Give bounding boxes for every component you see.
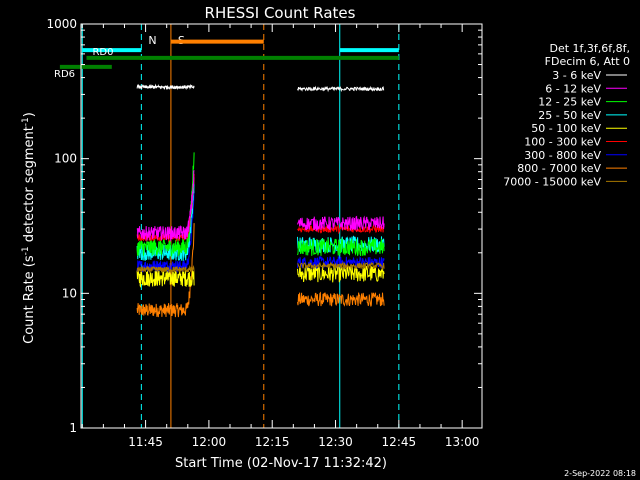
y-axis-label-end: ) bbox=[22, 112, 37, 117]
series-50-100-kev-segment-2 bbox=[297, 264, 385, 283]
legend-label-3-6-kev: 3 - 6 keV bbox=[552, 69, 601, 82]
series-800-7000-kev-segment-1 bbox=[136, 223, 195, 318]
legend-label-7000-15000-kev: 7000 - 15000 keV bbox=[503, 175, 601, 188]
series-6-12-kev-segment-2 bbox=[297, 215, 385, 233]
y-axis-label-main: Count Rate (s bbox=[22, 255, 37, 344]
x-axis-label: Start Time (02-Nov-17 11:32:42) bbox=[175, 456, 387, 471]
y-tick-label-10: 10 bbox=[62, 286, 77, 300]
series-7000-15000-kev-segment-1 bbox=[136, 264, 195, 273]
status-bar-label-rd6: RD6 bbox=[54, 69, 75, 80]
legend-label-6-12-kev: 6 - 12 keV bbox=[545, 82, 601, 95]
series-50-100-kev-segment-1 bbox=[136, 269, 195, 289]
legend-label-300-800-kev: 300 - 800 keV bbox=[524, 149, 601, 162]
y-axis-label-middle: detector segment bbox=[22, 126, 37, 246]
series-3-6-kev-segment-2 bbox=[297, 85, 385, 93]
status-bar-label-rd0: RD0 bbox=[92, 47, 113, 58]
legend-label-800-7000-kev: 800 - 7000 keV bbox=[517, 162, 601, 175]
chart-title: RHESSI Count Rates bbox=[205, 4, 356, 22]
series-800-7000-kev-segment-2 bbox=[297, 291, 385, 307]
y-axis-label-exponent-2: -1 bbox=[21, 117, 31, 126]
series-100-300-kev-segment-2 bbox=[297, 223, 385, 235]
x-tick-label-12-15: 12:15 bbox=[255, 435, 290, 449]
series-3-6-kev-segment-1 bbox=[136, 83, 195, 91]
series-7000-15000-kev-segment-2 bbox=[297, 261, 385, 271]
y-axis-label-exponent-1: -1 bbox=[21, 246, 31, 255]
series-12-25-kev-segment-1 bbox=[136, 152, 195, 257]
series-300-800-kev-segment-2 bbox=[297, 256, 385, 270]
generation-timestamp: 2-Sep-2022 08:18 bbox=[564, 469, 636, 478]
legend-header-1: Det 1f,3f,6f,8f, bbox=[549, 42, 630, 55]
series-6-12-kev-segment-1 bbox=[136, 170, 195, 243]
plot-area: NSRD0RD6 bbox=[54, 24, 400, 428]
x-tick-label-12-45: 12:45 bbox=[382, 435, 417, 449]
y-axis-label: Count Rate (s-1 detector segment-1) bbox=[21, 112, 37, 344]
legend: Det 1f,3f,6f,8f, FDecim 6, Att 0 3 - 6 k… bbox=[503, 42, 630, 188]
x-tick-label-13-00: 13:00 bbox=[445, 435, 480, 449]
series-12-25-kev-segment-2 bbox=[297, 237, 385, 257]
x-tick-label-12-00: 12:00 bbox=[192, 435, 227, 449]
vline-label-n: N bbox=[148, 34, 156, 47]
legend-label-50-100-kev: 50 - 100 keV bbox=[531, 122, 601, 135]
plot-frame bbox=[80, 23, 483, 429]
x-tick-label-12-30: 12:30 bbox=[318, 435, 353, 449]
x-axis: 11:45 12:00 12:15 12:30 12:45 13:00 bbox=[81, 24, 480, 449]
y-tick-label-1000: 1000 bbox=[46, 17, 77, 31]
y-tick-label-1: 1 bbox=[69, 421, 77, 435]
legend-header-2: FDecim 6, Att 0 bbox=[545, 55, 630, 68]
x-tick-label-11-45: 11:45 bbox=[128, 435, 163, 449]
y-axis: 1 10 100 1000 bbox=[46, 17, 482, 435]
legend-label-12-25-kev: 12 - 25 keV bbox=[538, 96, 601, 109]
y-tick-label-100: 100 bbox=[54, 152, 77, 166]
legend-label-100-300-kev: 100 - 300 keV bbox=[524, 136, 601, 149]
legend-label-25-50-kev: 25 - 50 keV bbox=[538, 109, 601, 122]
